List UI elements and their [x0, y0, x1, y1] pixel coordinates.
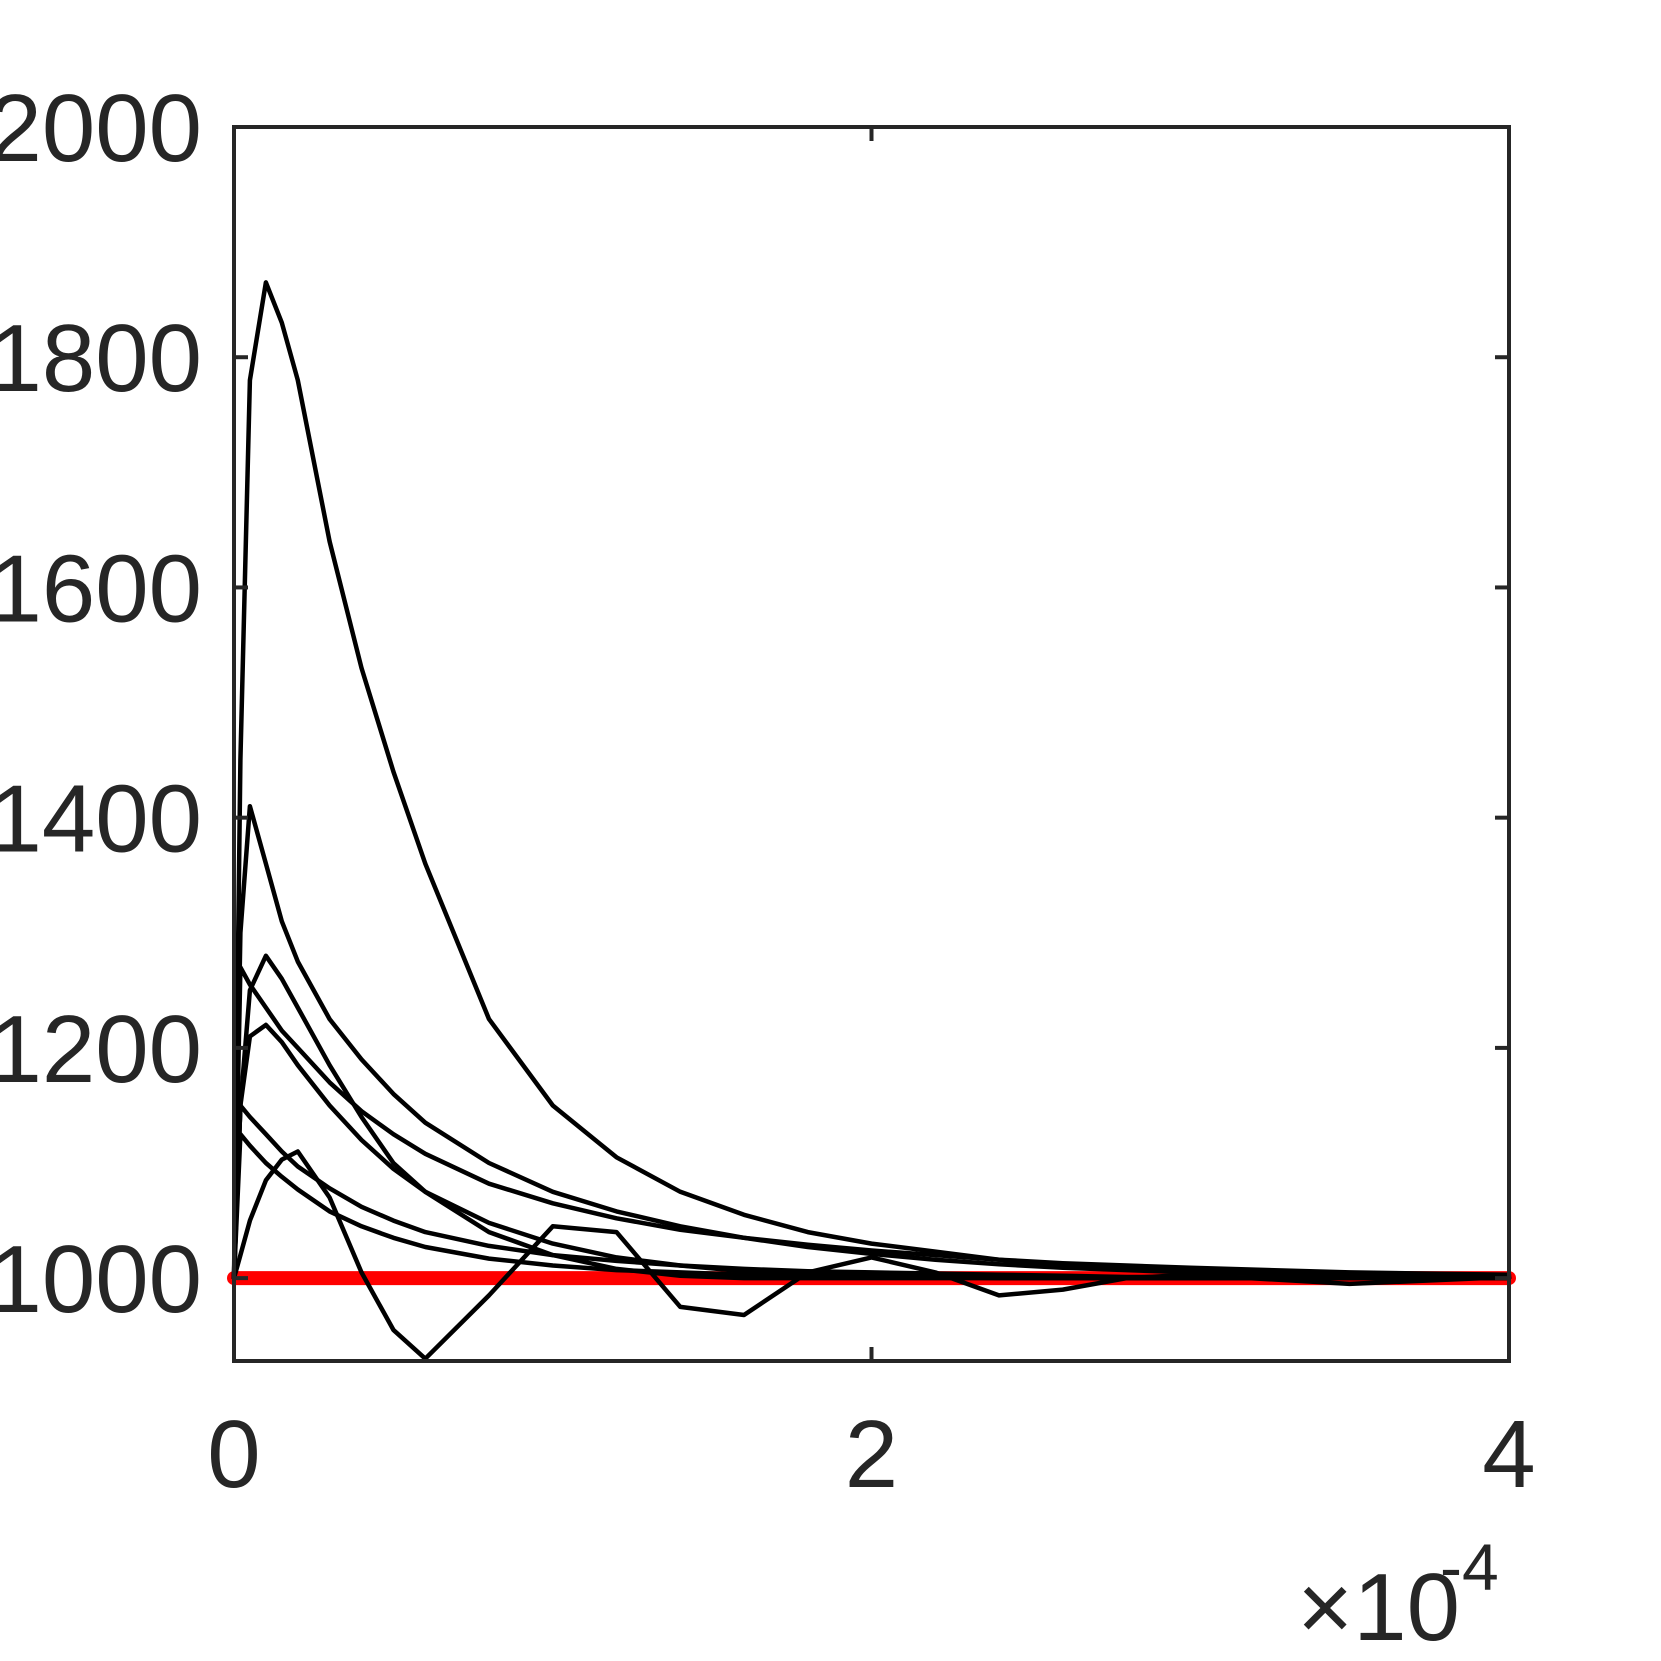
x-tick-label: 2	[845, 1401, 898, 1508]
y-tick-label: 1400	[0, 766, 202, 873]
data-line	[231, 803, 1512, 1281]
x-tick-label: 4	[1482, 1401, 1535, 1508]
x-multiplier: ×10	[1297, 1554, 1460, 1661]
y-tick-label: 2000	[0, 75, 202, 182]
y-tick-label: 1800	[0, 305, 202, 412]
x-tick-label: 0	[207, 1401, 260, 1508]
y-tick-label: 1600	[0, 535, 202, 642]
data-line	[231, 1149, 1512, 1361]
x-exponent: -4	[1440, 1530, 1499, 1604]
y-tick-label: 1000	[0, 1226, 202, 1333]
data-line	[231, 965, 1512, 1281]
data-line	[231, 1131, 1512, 1281]
plot-area	[227, 280, 1516, 1361]
y-tick-label: 1200	[0, 996, 202, 1103]
